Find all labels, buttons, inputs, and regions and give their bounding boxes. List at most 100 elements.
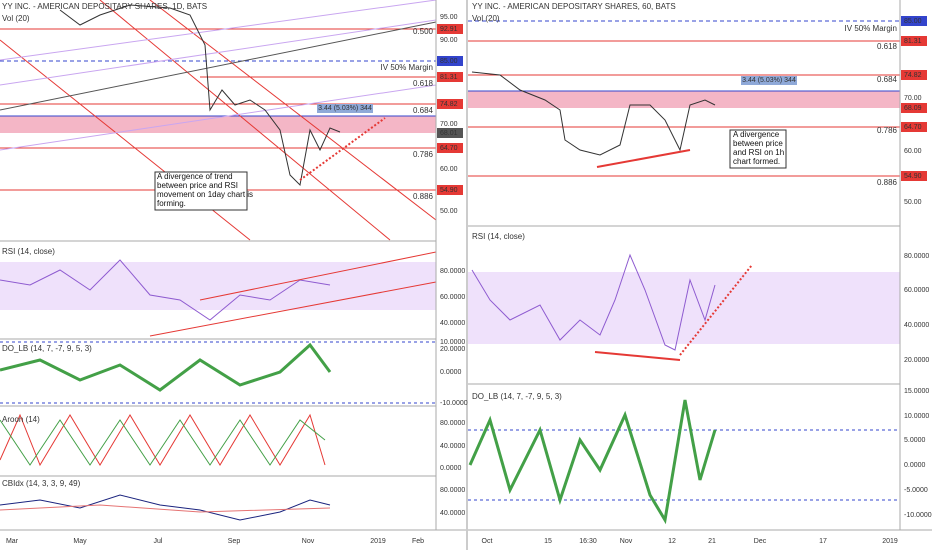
zone bbox=[0, 116, 436, 133]
price-label: 50.00 bbox=[904, 199, 922, 206]
time-label: 17 bbox=[819, 538, 827, 545]
price-label: 90.00 bbox=[440, 37, 458, 44]
time-label: Nov bbox=[302, 538, 315, 545]
panel-axis-label: 10.0000 bbox=[904, 413, 929, 420]
price-label: 81.31 bbox=[440, 74, 458, 81]
price-badge bbox=[901, 122, 927, 132]
time-label: 12 bbox=[668, 538, 676, 545]
panel-axis-label: 15.0000 bbox=[904, 388, 929, 395]
annotation: A divergence bbox=[733, 130, 780, 139]
price-label: 54.90 bbox=[904, 173, 922, 180]
panel-axis-label: 0.0000 bbox=[440, 465, 462, 472]
fib-label: 0.618 bbox=[413, 79, 434, 88]
panel-axis-label: 40.0000 bbox=[440, 320, 465, 327]
price-label: 95.00 bbox=[440, 14, 458, 21]
panel-axis-label: 5.0000 bbox=[904, 437, 926, 444]
time-label: 16:30 bbox=[579, 538, 597, 545]
price-badge bbox=[901, 171, 927, 181]
time-label: Oct bbox=[482, 538, 493, 545]
fib-label: 0.786 bbox=[413, 150, 434, 159]
panel-name: RSI (14, close) bbox=[472, 232, 525, 241]
price-label: 70.00 bbox=[904, 95, 922, 102]
chart-title: YY INC. - AMERICAN DEPOSITARY SHARES, 1D… bbox=[2, 2, 207, 11]
time-label: Nov bbox=[620, 538, 633, 545]
fib-label: 0.684 bbox=[877, 75, 898, 84]
panel-axis-label: 20.0000 bbox=[440, 346, 465, 353]
time-label: Feb bbox=[412, 538, 424, 545]
price-label: 85.00 bbox=[440, 58, 458, 65]
panel-axis-label: 20.0000 bbox=[904, 357, 929, 364]
volume-label: Vol (20) bbox=[2, 14, 30, 23]
panel-axis-label: 60.0000 bbox=[904, 287, 929, 294]
annotation: between price bbox=[733, 139, 783, 148]
fib-label: 0.886 bbox=[413, 192, 434, 201]
price-badge bbox=[437, 185, 463, 195]
panel-axis-label: 40.0000 bbox=[904, 322, 929, 329]
time-label: Dec bbox=[754, 538, 767, 545]
price-badge bbox=[437, 56, 463, 66]
volume-label: Vol (20) bbox=[472, 14, 500, 23]
annotation: A divergence of trend bbox=[157, 172, 233, 181]
annotation: and RSI on 1h bbox=[733, 148, 784, 157]
right-decor bbox=[468, 0, 932, 531]
panel-axis-label: 0.0000 bbox=[904, 462, 926, 469]
panel-axis-label: 0.0000 bbox=[440, 369, 462, 376]
price-badge bbox=[901, 103, 927, 113]
fib-label: IV 50% Margin bbox=[845, 24, 897, 33]
panel-axis-label: 40.0000 bbox=[440, 510, 465, 517]
panel-axis-label: 60.0000 bbox=[440, 294, 465, 301]
annotation: forming. bbox=[157, 199, 186, 208]
price-badge bbox=[437, 24, 463, 34]
panel-name: CBIdx (14, 3, 3, 9, 49) bbox=[2, 479, 81, 488]
annotation: chart formed. bbox=[733, 157, 780, 166]
panel-name: RSI (14, close) bbox=[2, 247, 55, 256]
price-label: 60.00 bbox=[904, 148, 922, 155]
price-badge bbox=[437, 72, 463, 82]
panel-axis-label: 10.0000 bbox=[440, 339, 465, 346]
price-label: 68.09 bbox=[904, 105, 922, 112]
price-label: 92.91 bbox=[440, 26, 458, 33]
panel-name: Aroon (14) bbox=[2, 415, 40, 424]
time-label: Mar bbox=[6, 538, 19, 545]
price-badge bbox=[437, 128, 463, 138]
price-label: 85.00 bbox=[904, 18, 922, 25]
price-label: 64.70 bbox=[440, 145, 458, 152]
panel-axis-label: 80.0000 bbox=[440, 487, 465, 494]
measure-label: 3.44 (5.03%) 344 bbox=[318, 105, 372, 112]
fib-label: 0.786 bbox=[877, 126, 898, 135]
price-label: 60.00 bbox=[440, 166, 458, 173]
fib-label: 0.886 bbox=[877, 178, 898, 187]
panel-axis-label: 40.0000 bbox=[440, 443, 465, 450]
time-label: 15 bbox=[544, 538, 552, 545]
panel-name: DO_LB (14, 7, -7, 9, 5, 3) bbox=[2, 344, 92, 353]
fib-label: 0.684 bbox=[413, 106, 434, 115]
time-label: 2019 bbox=[882, 538, 898, 545]
fib-label: 0.618 bbox=[877, 42, 898, 51]
fib-label: IV 50% Margin bbox=[381, 63, 433, 72]
measure-label: 3.44 (5.03%) 344 bbox=[742, 77, 796, 84]
panel-axis-label: -10.0000 bbox=[440, 400, 468, 407]
price-label: 70.00 bbox=[440, 121, 458, 128]
time-label: Sep bbox=[228, 538, 241, 545]
annotation: movement on 1day chart is bbox=[157, 190, 253, 199]
price-label: 68.01 bbox=[440, 130, 458, 137]
price-badge bbox=[901, 70, 927, 80]
price-label: 81.31 bbox=[904, 38, 922, 45]
chart-title: YY INC. - AMERICAN DEPOSITARY SHARES, 60… bbox=[472, 2, 676, 11]
time-label: 2019 bbox=[370, 538, 386, 545]
left-decor bbox=[0, 0, 466, 531]
price-badge bbox=[437, 143, 463, 153]
price-badge bbox=[437, 99, 463, 109]
price-label: 64.70 bbox=[904, 124, 922, 131]
price-label: 74.82 bbox=[904, 72, 922, 79]
panel-axis-label: 80.0000 bbox=[440, 420, 465, 427]
price-label: 50.00 bbox=[440, 208, 458, 215]
price-label: 54.90 bbox=[440, 187, 458, 194]
price-label: 74.82 bbox=[440, 101, 458, 108]
time-label: May bbox=[73, 538, 87, 545]
annotation: between price and RSI bbox=[157, 181, 238, 190]
fib-label: 0.500 bbox=[413, 27, 434, 36]
panel-axis-label: 80.0000 bbox=[440, 268, 465, 275]
panel-name: DO_LB (14, 7, -7, 9, 5, 3) bbox=[472, 392, 562, 401]
